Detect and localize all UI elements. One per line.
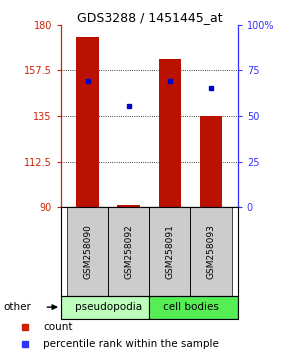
Text: GSM258092: GSM258092 [124, 224, 133, 279]
Bar [159, 59, 181, 207]
Text: other: other [3, 302, 31, 312]
Text: GSM258090: GSM258090 [83, 224, 92, 279]
Bar [67, 207, 108, 296]
Bar [191, 207, 232, 296]
Bar [200, 116, 222, 207]
Title: GDS3288 / 1451445_at: GDS3288 / 1451445_at [77, 11, 222, 24]
Bar [149, 296, 238, 319]
Bar [61, 296, 149, 319]
Text: count: count [43, 322, 73, 332]
Bar [149, 207, 191, 296]
Text: GSM258091: GSM258091 [165, 224, 174, 279]
Text: cell bodies: cell bodies [163, 302, 218, 312]
Bar [108, 207, 149, 296]
Text: GSM258093: GSM258093 [206, 224, 215, 279]
Bar [76, 37, 99, 207]
Text: pseudopodia: pseudopodia [75, 302, 142, 312]
Bar [117, 205, 140, 207]
Text: percentile rank within the sample: percentile rank within the sample [43, 339, 219, 349]
